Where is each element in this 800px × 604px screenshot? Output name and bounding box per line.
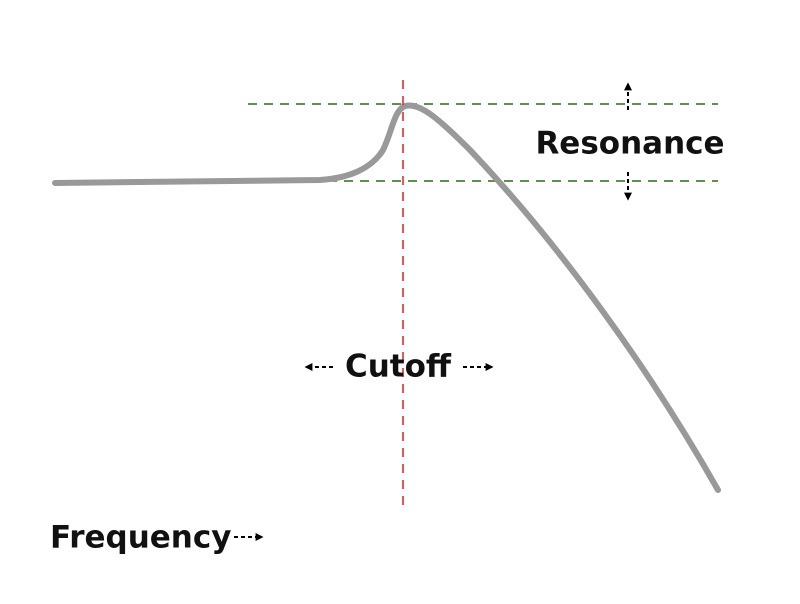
resonance-label: Resonance (535, 126, 724, 162)
response-curve (52, 102, 721, 493)
cutoff-label: Cutoff (345, 349, 452, 385)
frequency-label: Frequency (50, 520, 231, 556)
